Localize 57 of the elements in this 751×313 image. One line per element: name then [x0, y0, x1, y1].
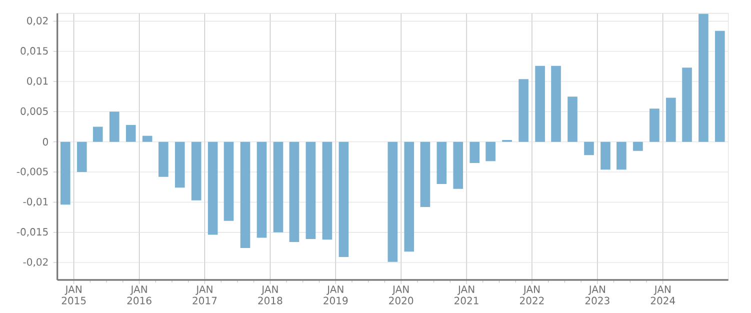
bar	[388, 142, 398, 262]
bar	[240, 142, 250, 248]
bar	[273, 142, 284, 232]
bar	[208, 142, 218, 235]
bar	[568, 96, 578, 142]
x-tick-label: JAN 2020	[389, 286, 414, 304]
bar	[338, 142, 349, 258]
y-tick-label: -0,02	[23, 258, 48, 267]
bar	[600, 142, 610, 170]
bar	[191, 142, 202, 200]
bar	[420, 142, 430, 207]
bar	[256, 142, 267, 238]
bar	[518, 79, 528, 142]
bar	[109, 112, 120, 142]
bar	[322, 142, 332, 240]
x-tick-label: JAN 2019	[324, 286, 348, 304]
bar	[77, 142, 87, 172]
bar	[453, 142, 464, 189]
x-tick-label: JAN 2023	[585, 286, 610, 304]
bar	[666, 98, 676, 142]
y-tick-label: 0,005	[20, 107, 48, 116]
x-tick-label: JAN 2024	[650, 286, 676, 304]
x-tick-label: JAN 2021	[454, 286, 478, 304]
y-tick-label: 0,015	[20, 47, 48, 56]
bar	[126, 124, 136, 142]
bar	[142, 136, 152, 142]
bar	[715, 30, 725, 142]
bar	[551, 66, 561, 142]
bar	[60, 142, 70, 205]
y-tick-label: -0,005	[16, 168, 48, 176]
bar	[486, 142, 496, 162]
bar	[682, 68, 692, 142]
bar	[470, 142, 480, 163]
bar	[650, 108, 660, 142]
bar	[174, 142, 185, 188]
x-tick-label: JAN 2018	[258, 286, 282, 304]
y-tick-label: -0,015	[16, 228, 48, 237]
bar	[436, 142, 447, 184]
y-tick-label: 0	[42, 138, 48, 146]
bar	[535, 66, 545, 142]
bar	[584, 142, 594, 156]
x-tick-label: JAN 2015	[62, 286, 86, 304]
y-tick-label: 0,02	[27, 16, 48, 26]
bar	[306, 142, 316, 239]
bar	[92, 126, 103, 142]
bar	[698, 14, 708, 142]
bar	[404, 142, 414, 252]
x-tick-label: JAN 2022	[520, 286, 544, 304]
x-tick-label: JAN 2016	[127, 286, 152, 304]
bar	[616, 142, 626, 170]
x-tick-label: JAN 2017	[192, 286, 217, 304]
bar	[289, 142, 300, 242]
y-tick-label: 0,01	[27, 77, 48, 86]
bar	[224, 142, 234, 221]
y-tick-label: -0,01	[23, 198, 48, 206]
bar	[158, 142, 168, 177]
bar	[633, 142, 643, 151]
